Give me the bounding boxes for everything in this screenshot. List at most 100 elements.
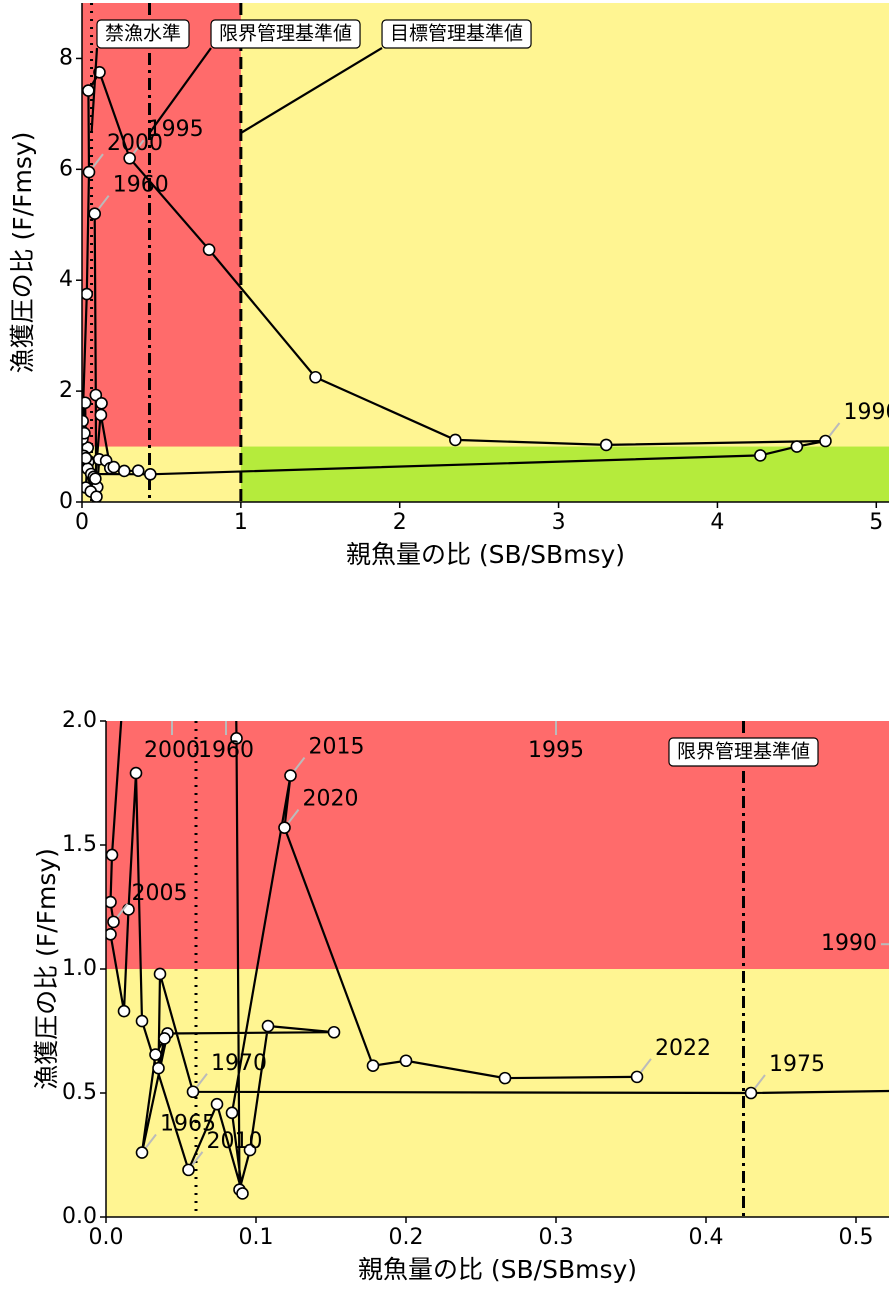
- reference-label-text: 限界管理基準値: [219, 23, 352, 45]
- point: [82, 426, 91, 440]
- point: [144, 467, 157, 481]
- label-leader: [191, 1151, 204, 1166]
- plot-area: [106, 721, 889, 1217]
- point: [754, 449, 767, 462]
- year-label: 2015: [309, 735, 365, 760]
- x-axis-title: 親魚量の比 (SB/SBmsy): [346, 540, 625, 569]
- x-tick-label: 0.2: [389, 1225, 424, 1250]
- point: [90, 490, 103, 502]
- point: [89, 388, 103, 402]
- reference-label-text: 目標管理基準値: [390, 23, 523, 45]
- point: [449, 433, 462, 447]
- point: [106, 927, 117, 941]
- point: [261, 1019, 275, 1033]
- point: [158, 1032, 171, 1045]
- point: [790, 440, 804, 453]
- y-tick-label: 0: [59, 489, 73, 514]
- point: [186, 1085, 200, 1099]
- reference-label: 限界管理基準値: [210, 19, 361, 49]
- point: [230, 732, 243, 745]
- reference-label-text: 禁漁水準: [105, 23, 181, 45]
- trajectory: [109, 721, 889, 1194]
- point: [93, 66, 106, 79]
- y-tick-label: 4: [59, 267, 73, 292]
- x-tick-label: 0.5: [839, 1225, 874, 1250]
- year-label: 1975: [769, 1052, 825, 1077]
- label-leader: [293, 756, 306, 772]
- x-tick-label: 0.0: [89, 1225, 124, 1250]
- point: [117, 464, 131, 478]
- point: [210, 1097, 224, 1111]
- x-tick-label: 3: [552, 510, 566, 535]
- y-tick-label: 1.5: [62, 832, 97, 857]
- reference-label: 限界管理基準値: [668, 737, 819, 767]
- year-label: 1970: [211, 1051, 267, 1076]
- year-label: 2000: [107, 131, 163, 156]
- point: [399, 1054, 413, 1068]
- reference-leader: [90, 47, 99, 134]
- label-leader: [640, 1058, 652, 1073]
- point: [152, 1061, 165, 1075]
- point: [82, 287, 94, 301]
- x-tick-label: 1: [234, 510, 248, 535]
- point: [630, 1070, 644, 1084]
- point: [82, 165, 96, 179]
- year-label: 1960: [113, 173, 169, 198]
- label-leader: [196, 1073, 208, 1088]
- y-axis-title: 漁獲圧の比 (F/Fmsy): [32, 848, 61, 1090]
- region-overfished: [82, 3, 241, 447]
- y-tick-label: 6: [59, 156, 73, 181]
- y-tick-label: 2.0: [62, 708, 97, 733]
- y-tick-label: 1.0: [62, 956, 97, 981]
- point: [744, 1086, 758, 1100]
- label-leader: [116, 903, 129, 918]
- year-label: 2000: [144, 738, 200, 763]
- year-label: 1990: [843, 400, 889, 425]
- region-safe: [240, 446, 889, 502]
- y-tick-label: 0.0: [62, 1204, 97, 1229]
- point: [107, 915, 120, 929]
- point: [117, 1004, 131, 1018]
- reference-label: 禁漁水準: [96, 19, 190, 49]
- point: [819, 434, 832, 448]
- point: [95, 397, 108, 410]
- year-label: 1990: [821, 931, 877, 956]
- point: [309, 370, 322, 384]
- y-tick-label: 2: [59, 378, 73, 403]
- year-label: 1965: [160, 1112, 216, 1137]
- y-tick-label: 0.5: [62, 1080, 97, 1105]
- point: [131, 464, 145, 477]
- label-leader: [828, 422, 841, 437]
- year-label: 1960: [198, 738, 254, 763]
- x-tick-label: 0: [75, 510, 89, 535]
- y-axis-title: 漁獲圧の比 (F/Fmsy): [8, 132, 37, 374]
- point: [236, 1187, 249, 1200]
- point: [106, 895, 117, 909]
- point: [88, 207, 102, 220]
- label-leader: [754, 1074, 766, 1089]
- point: [327, 1025, 341, 1039]
- point: [89, 472, 102, 486]
- point: [149, 1048, 162, 1061]
- year-label: 2005: [132, 881, 188, 906]
- point: [135, 1146, 149, 1159]
- x-tick-label: 0.1: [239, 1225, 274, 1250]
- point: [82, 396, 92, 410]
- year-label: 1995: [528, 738, 584, 763]
- x-tick-label: 5: [869, 510, 883, 535]
- point: [366, 1059, 380, 1073]
- point: [106, 848, 119, 862]
- reference-label: 目標管理基準値: [381, 19, 532, 49]
- point: [278, 821, 291, 834]
- point: [135, 1014, 149, 1028]
- reference-label-text: 限界管理基準値: [677, 741, 810, 763]
- point: [153, 967, 167, 981]
- x-tick-label: 2: [393, 510, 407, 535]
- point: [129, 766, 143, 780]
- point: [94, 408, 108, 422]
- point: [243, 1143, 257, 1157]
- point: [182, 1163, 195, 1177]
- x-tick-label: 0.3: [539, 1225, 574, 1250]
- point: [123, 151, 136, 165]
